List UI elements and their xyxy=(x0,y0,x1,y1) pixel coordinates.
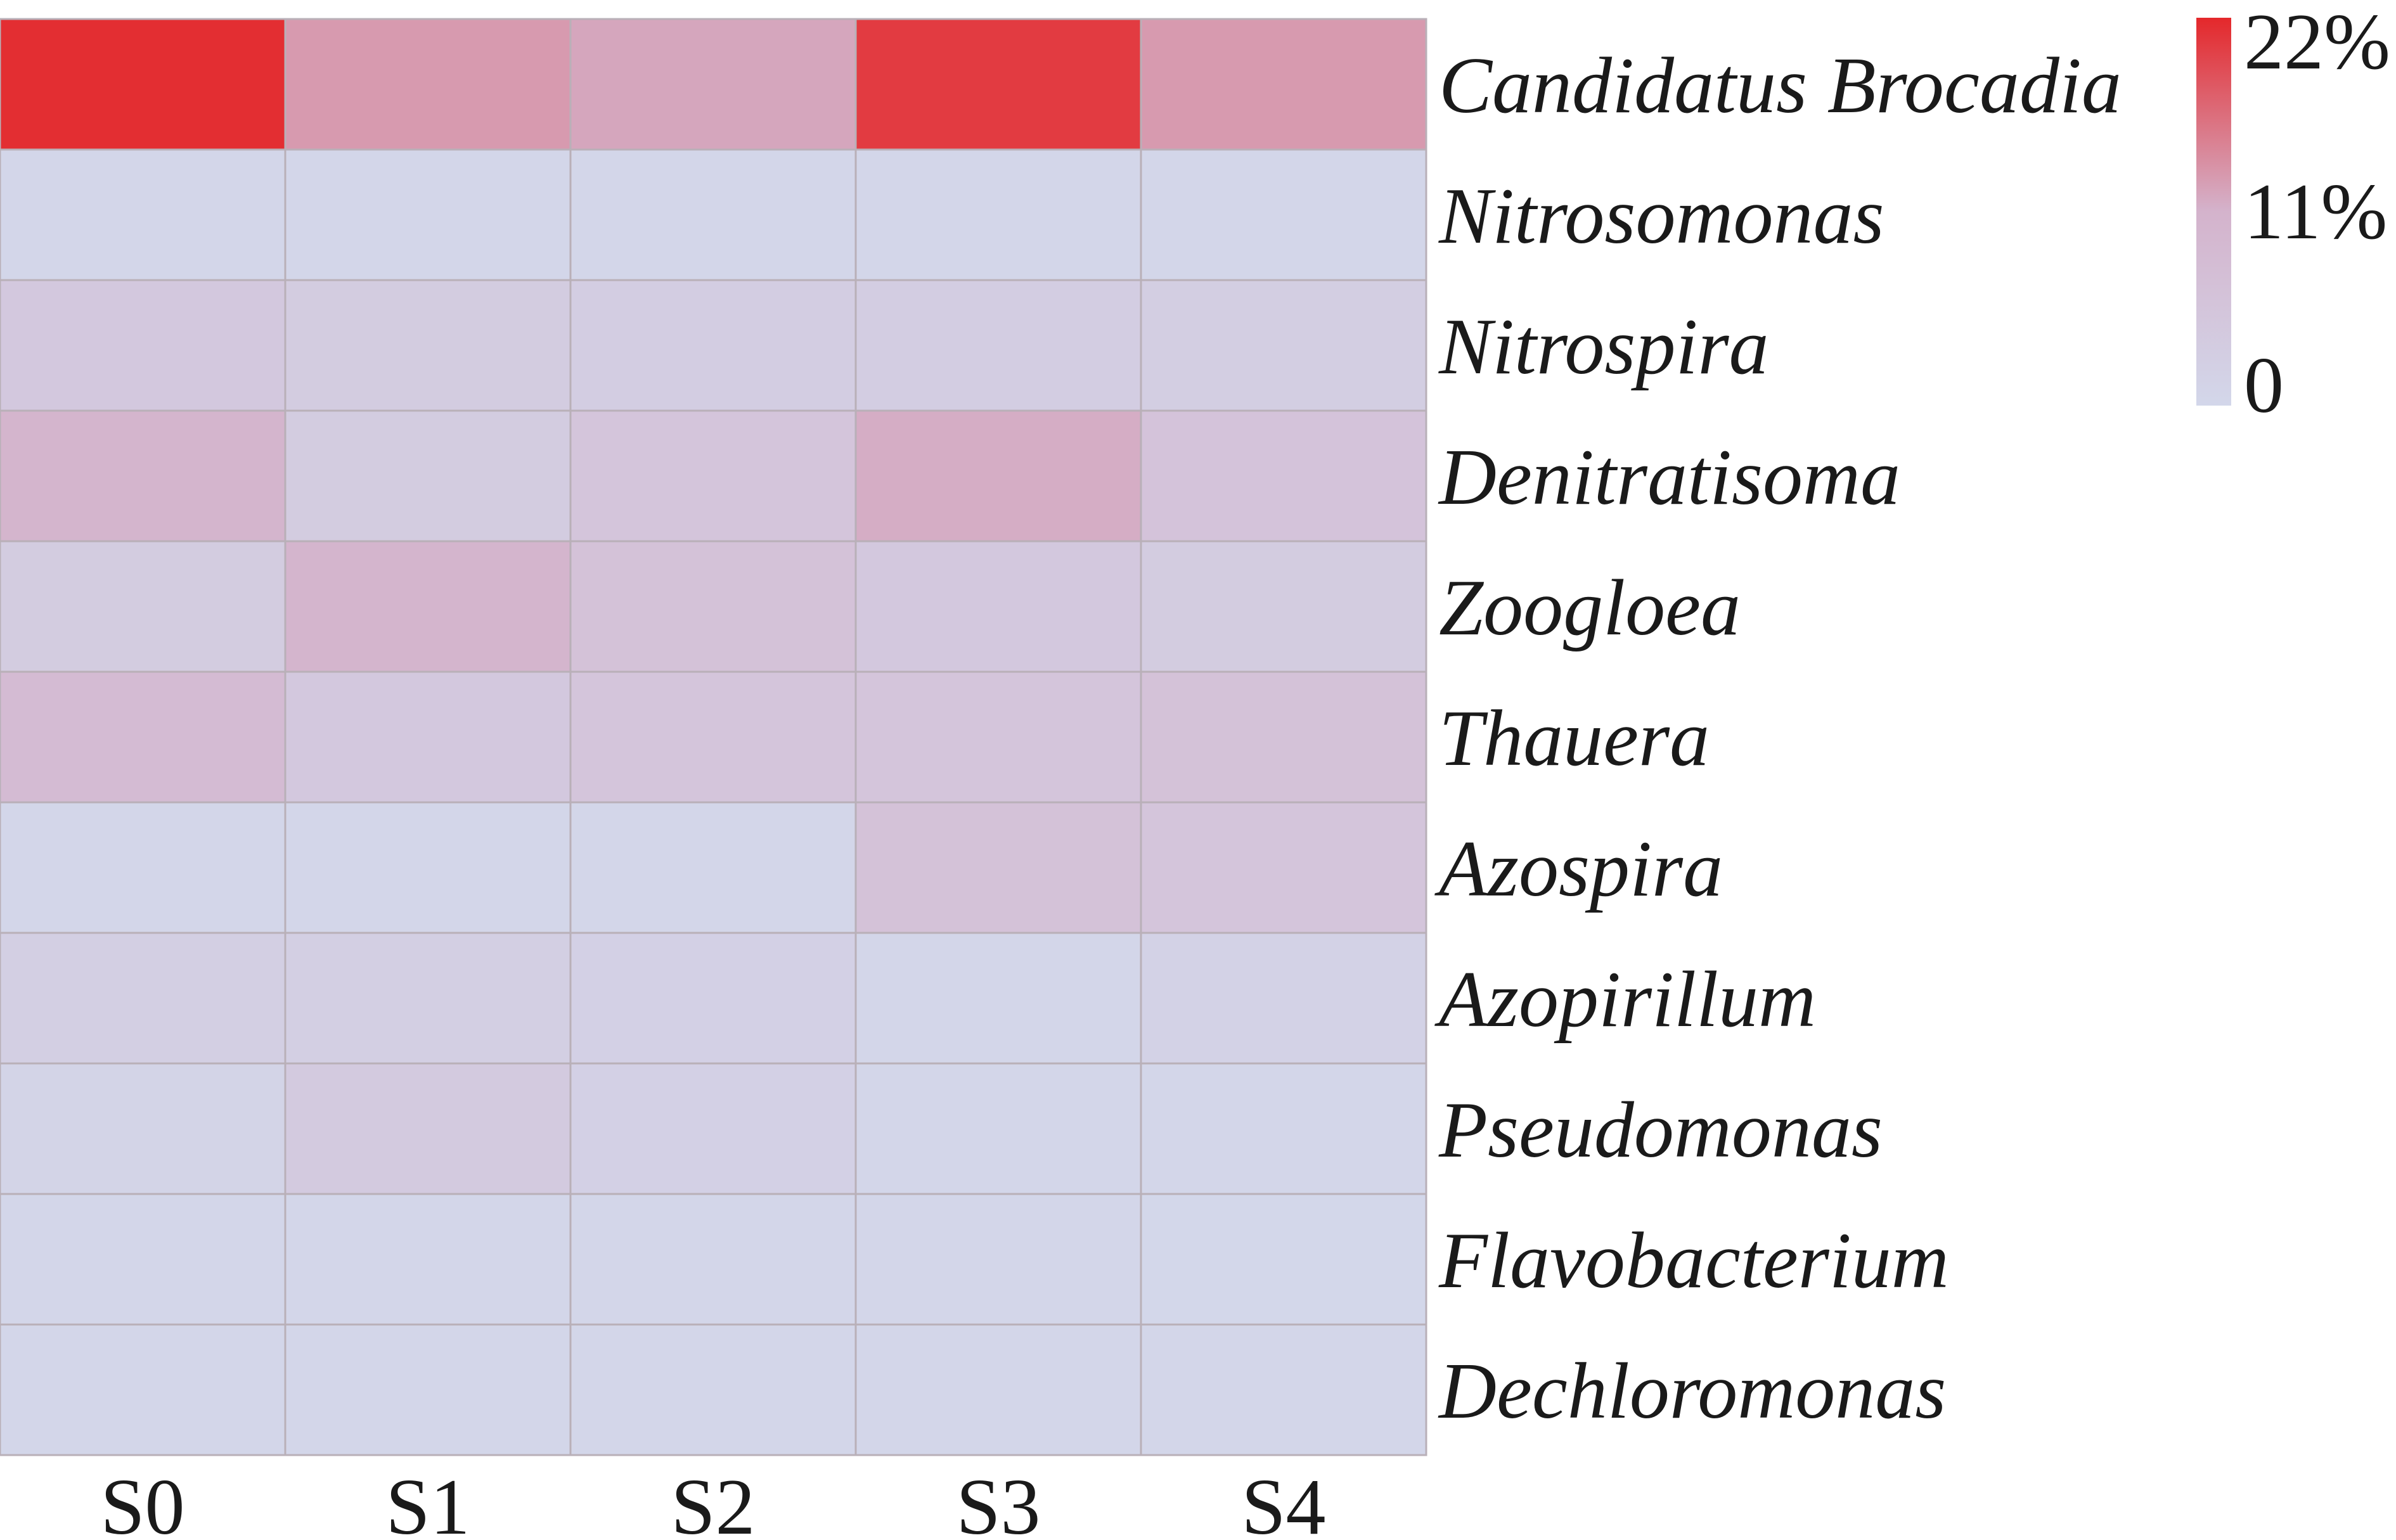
heatmap-cell xyxy=(569,1193,857,1326)
heatmap-cell xyxy=(1140,671,1427,804)
heatmap-cell xyxy=(854,801,1142,934)
heatmap-cell xyxy=(569,279,857,412)
heatmap-cell xyxy=(569,801,857,934)
heatmap-cell xyxy=(0,671,287,804)
heatmap-cell xyxy=(569,540,857,673)
row-labels: Candidatus Brocadia Nitrosomonas Nitrospir… xyxy=(1434,42,2122,1435)
heatmap-cell xyxy=(0,1062,287,1195)
heatmap-cell xyxy=(284,540,572,673)
heatmap-cell xyxy=(854,1323,1142,1456)
heatmap-cell xyxy=(854,671,1142,804)
heatmap-cell xyxy=(1140,1193,1427,1326)
heatmap-cell xyxy=(1140,18,1427,151)
heatmap-cell xyxy=(284,1323,572,1456)
heatmap-cell xyxy=(1140,148,1427,281)
heatmap-cell xyxy=(0,409,287,542)
colorbar-legend: 22% 11% 0 xyxy=(2196,0,2390,430)
heatmap-cell xyxy=(0,279,287,412)
heatmap-cell xyxy=(854,409,1142,542)
heatmap-cell xyxy=(1140,409,1427,542)
heatmap-cell xyxy=(284,409,572,542)
heatmap-cell xyxy=(569,148,857,281)
row-label: Pseudomonas xyxy=(1438,1086,1883,1174)
heatmap-cell xyxy=(284,801,572,934)
row-label: Azospira xyxy=(1434,825,1723,913)
colorbar-tick-label: 22% xyxy=(2244,0,2390,86)
heatmap-cell xyxy=(854,540,1142,673)
row-label: Thauera xyxy=(1439,695,1710,783)
heatmap-cells xyxy=(0,18,1427,1456)
heatmap-cell xyxy=(0,148,287,281)
heatmap-cell xyxy=(284,671,572,804)
heatmap-cell xyxy=(569,671,857,804)
heatmap-cell xyxy=(854,932,1142,1065)
column-label: S1 xyxy=(385,1463,470,1540)
heatmap-cell xyxy=(0,1323,287,1456)
column-label: S2 xyxy=(671,1463,755,1540)
heatmap-cell xyxy=(1140,1323,1427,1456)
heatmap-cell xyxy=(0,18,287,151)
heatmap-cell xyxy=(284,1062,572,1195)
heatmap-cell xyxy=(284,18,572,151)
heatmap-cell xyxy=(854,148,1142,281)
heatmap-cell xyxy=(569,1062,857,1195)
heatmap-cell xyxy=(0,1193,287,1326)
heatmap-cell xyxy=(569,932,857,1065)
heatmap-cell xyxy=(1140,1062,1427,1195)
row-label: Denitratisoma xyxy=(1438,433,1900,522)
heatmap-cell xyxy=(0,932,287,1065)
heatmap-cell xyxy=(1140,279,1427,412)
row-label: Azopirillum xyxy=(1434,956,1816,1044)
column-label: S0 xyxy=(100,1463,184,1540)
heatmap-cell xyxy=(854,1062,1142,1195)
row-label: Nitrosomonas xyxy=(1438,172,1884,260)
row-label: Zoogloea xyxy=(1439,564,1741,652)
heatmap-cell xyxy=(569,409,857,542)
heatmap-cell xyxy=(284,279,572,412)
heatmap-cell xyxy=(854,1193,1142,1326)
row-label: Dechloromonas xyxy=(1438,1347,1946,1435)
colorbar-tick-label: 11% xyxy=(2244,168,2387,256)
heatmap-cell xyxy=(1140,540,1427,673)
column-label: S4 xyxy=(1241,1463,1325,1540)
column-labels: S0 S1 S2 S3 S4 xyxy=(100,1463,1325,1540)
heatmap-cell xyxy=(854,18,1142,151)
colorbar-gradient xyxy=(2196,18,2231,406)
row-label: Candidatus Brocadia xyxy=(1439,42,2122,130)
heatmap-cell xyxy=(0,540,287,673)
colorbar-tick-label: 0 xyxy=(2244,342,2284,430)
heatmap-cell xyxy=(1140,801,1427,934)
row-label: Nitrospira xyxy=(1438,303,1769,391)
row-label: Flavobacterium xyxy=(1438,1217,1949,1305)
heatmap-cell xyxy=(284,932,572,1065)
column-label: S3 xyxy=(956,1463,1040,1540)
heatmap-cell xyxy=(569,18,857,151)
heatmap-cell xyxy=(854,279,1142,412)
heatmap-cell xyxy=(284,148,572,281)
heatmap-cell xyxy=(0,801,287,934)
heatmap-cell xyxy=(284,1193,572,1326)
heatmap-cell xyxy=(1140,932,1427,1065)
heatmap-cell xyxy=(569,1323,857,1456)
